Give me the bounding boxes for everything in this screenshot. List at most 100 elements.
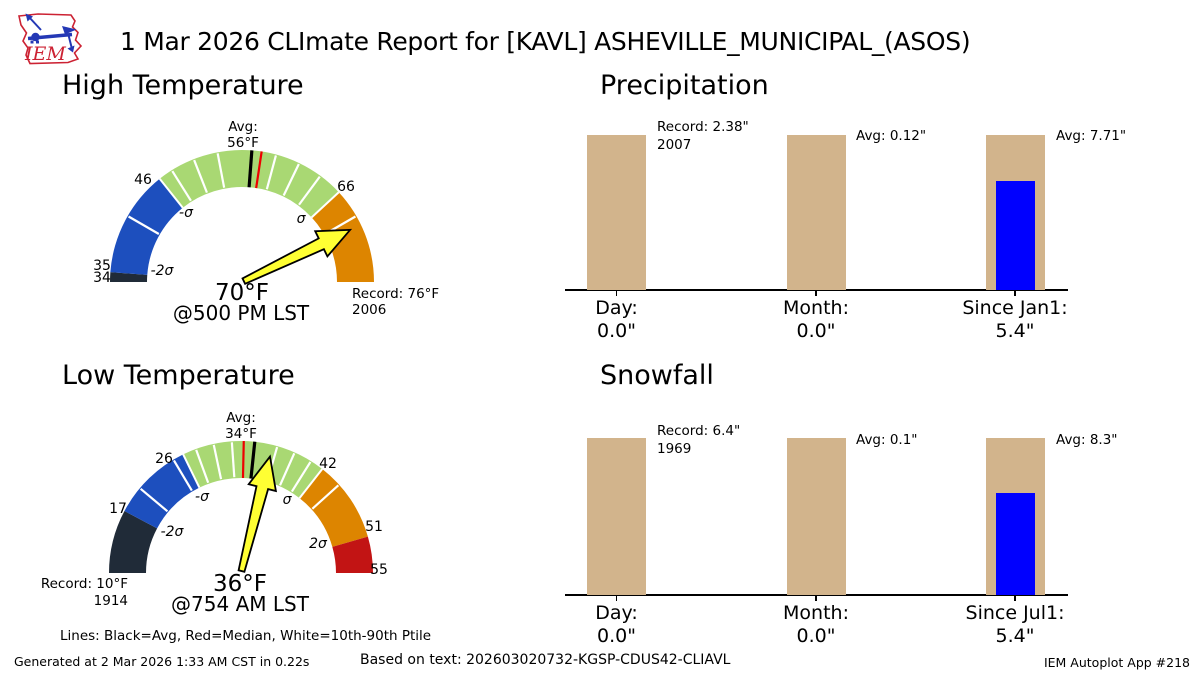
gauge-segment (109, 511, 158, 573)
high-tick-34: 34 (93, 270, 111, 286)
bar-value-label: 0.0" (597, 320, 636, 342)
percentile-tick (230, 442, 236, 478)
value-arrow (237, 454, 278, 573)
bar-category-label: Month: (783, 602, 849, 624)
low-record-line1: Record: 10°F (40, 576, 128, 592)
bar-value-label: 5.4" (995, 625, 1035, 647)
low-value-label: 36°F (213, 571, 267, 597)
median-line (241, 441, 245, 479)
gauge-lines-legend: Lines: Black=Avg, Red=Median, White=10th… (60, 628, 432, 644)
percentile-tick (193, 159, 208, 194)
iowa-outline (18, 13, 83, 65)
x-axis-tick (615, 595, 618, 601)
avg-line (249, 441, 257, 479)
bar-climo (587, 134, 646, 290)
x-axis-tick (815, 595, 817, 601)
gauge-segment (311, 192, 374, 282)
low-sigma-minus1: -σ (195, 489, 209, 505)
low-sigma-minus2: -2σ (160, 524, 184, 540)
bar-observed (995, 492, 1035, 595)
iem-logo-text: IEM (24, 43, 66, 65)
high-tick-35: 35 (93, 258, 111, 274)
high-avg-label-line1: Avg: (228, 119, 258, 135)
precipitation-heading: Precipitation (600, 70, 769, 101)
high-sigma-plus1: σ (296, 211, 306, 227)
page-title: 1 Mar 2026 CLImate Report for [KAVL] ASH… (120, 27, 971, 56)
high-record-line2: 2006 (352, 302, 387, 318)
avg-line (247, 150, 254, 188)
low-avg-label-line1: Avg: (226, 410, 256, 426)
bar-annotation: Avg: 0.12" (856, 128, 927, 144)
bar-value-label: 0.0" (796, 625, 836, 647)
low-tick-42: 42 (319, 456, 337, 472)
percentile-tick (290, 461, 312, 493)
value-arrow (241, 228, 353, 285)
bar-annotation: Avg: 7.71" (1056, 128, 1127, 144)
high-tick-66: 66 (337, 179, 355, 195)
bar-climo (786, 134, 846, 290)
low-avg-label-line2: 34°F (225, 426, 257, 442)
low-tick-55: 55 (370, 562, 388, 578)
high-value-label: 70°F (215, 280, 269, 306)
low-sigma-plus1: σ (282, 492, 292, 508)
percentile-tick (311, 484, 340, 510)
low-tick-51: 51 (365, 519, 383, 535)
high-tick-46: 46 (134, 172, 152, 188)
high-sigma-minus2: -2σ (150, 263, 174, 279)
percentile-tick (216, 153, 226, 188)
percentile-tick (265, 155, 277, 190)
bar-annotation-year: 2007 (657, 136, 692, 153)
median-line (255, 151, 263, 189)
low-sigma-plus2: 2σ (309, 536, 327, 552)
percentile-tick (282, 163, 300, 196)
based-on-text: Based on text: 202603020732-KGSP-CDUS42-… (360, 652, 731, 668)
bar-annotation: Record: 6.4" (657, 423, 741, 439)
low-time-label: @754 AM LST (171, 592, 309, 616)
bar-category-label: Day: (595, 297, 638, 319)
percentile-tick (212, 444, 223, 480)
percentile-tick (171, 170, 192, 202)
percentile-tick (195, 449, 210, 484)
autoplot-app-id: IEM Autoplot App #218 (1043, 655, 1190, 670)
segment-separator (298, 468, 324, 499)
percentile-tick (279, 452, 296, 486)
high-avg-label-line2: 56°F (227, 135, 259, 151)
bar-value-label: 0.0" (597, 625, 636, 647)
bar-climo (587, 438, 646, 595)
x-axis-tick (615, 290, 618, 296)
high-time-label: @500 PM LST (172, 301, 310, 325)
percentile-tick (324, 215, 356, 235)
gauge-segment (110, 178, 183, 275)
percentile-tick (139, 487, 169, 513)
snowfall-heading: Snowfall (600, 360, 714, 391)
bar-category-label: Day: (595, 602, 638, 624)
gauge-segment (110, 272, 148, 282)
bar-annotation: Record: 2.38" (657, 119, 749, 135)
segment-separator (158, 178, 184, 209)
bar-value-label: 5.4" (995, 320, 1035, 342)
x-axis-tick (1014, 595, 1016, 601)
x-axis-tick (815, 290, 817, 296)
generated-timestamp: Generated at 2 Mar 2026 1:33 AM CST in 0… (14, 654, 310, 669)
bar-climo (786, 438, 846, 595)
gauge-segment (332, 536, 373, 573)
bar-value-label: 0.0" (796, 320, 836, 342)
bar-category-label: Month: (783, 297, 849, 319)
percentile-tick (172, 459, 193, 492)
low-temp-heading: Low Temperature (62, 360, 295, 391)
high-sigma-minus1: -σ (179, 205, 193, 221)
x-axis-tick (1014, 290, 1016, 296)
bar-annotation: Avg: 8.3" (1056, 432, 1118, 448)
segment-separator (310, 191, 340, 219)
low-tick-26: 26 (155, 451, 173, 467)
percentile-tick (266, 446, 279, 482)
percentile-tick (128, 215, 160, 235)
bar-category-label: Since Jul1: (965, 602, 1065, 624)
bar-observed (995, 181, 1035, 290)
percentile-tick (298, 175, 321, 206)
low-record-line2: 1914 (93, 593, 128, 609)
bar-category-label: Since Jan1: (962, 297, 1068, 319)
low-tick-17: 17 (109, 501, 127, 517)
weather-vane-icon (25, 13, 77, 53)
